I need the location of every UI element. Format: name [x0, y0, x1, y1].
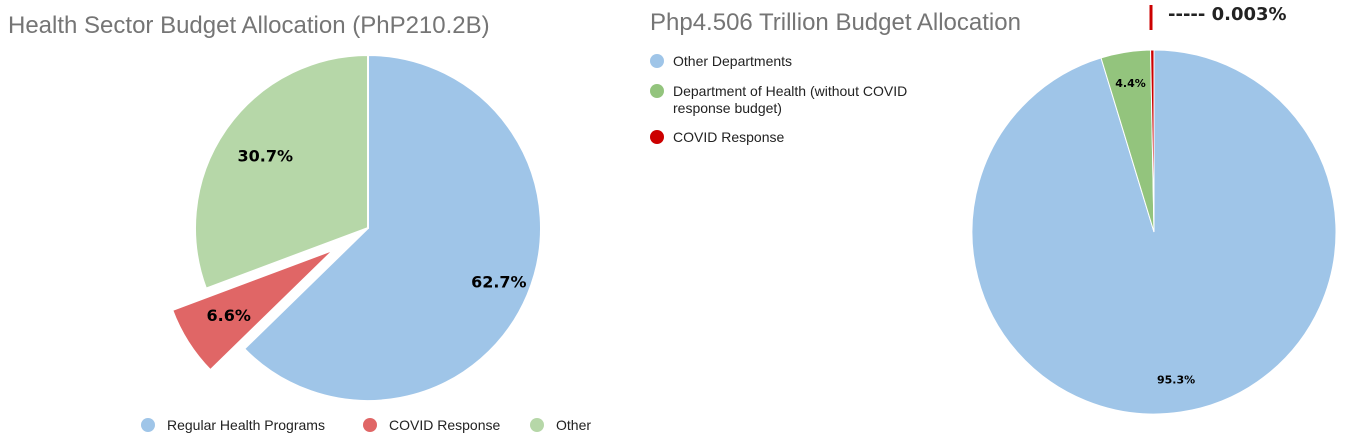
legend-marker-other-departments	[650, 54, 664, 68]
chart2-legend: Other Departments Department of Health (w…	[650, 53, 907, 145]
chart2-title: Php4.506 Trillion Budget Allocation	[650, 9, 1021, 36]
legend-marker-covid-response	[650, 130, 664, 144]
chart1-title: Health Sector Budget Allocation (PhP210.…	[8, 12, 490, 39]
slice-label-other: 30.7%	[238, 146, 294, 165]
slice-label-covid-response: 6.6%	[206, 306, 250, 325]
legend-label-other: Other	[556, 417, 591, 433]
pie-slice-other	[194, 53, 369, 290]
chart2-pie: 95.3% 4.4%	[971, 5, 1337, 415]
pie-slice-covid-response	[170, 248, 335, 372]
chart1-legend: Regular Health Programs COVID Response Oth…	[141, 417, 591, 433]
legend-marker-department-of-health	[650, 84, 664, 98]
legend-label-regular-health-programs: Regular Health Programs	[167, 417, 325, 433]
slice-label-regular-health-programs: 62.7%	[471, 273, 527, 292]
legend-label-department-of-health: Department of Health (without COVID respo…	[673, 83, 907, 116]
legend-marker-covid-response	[363, 418, 377, 432]
slice-label-other-departments: 95.3%	[1157, 373, 1195, 386]
legend-label-other-departments: Other Departments	[673, 53, 792, 69]
pie-slice-regular-health-programs	[242, 53, 542, 402]
health-sector-chart: Health Sector Budget Allocation (PhP210.…	[8, 12, 591, 433]
pie-slice-covid-response	[1150, 49, 1155, 233]
total-budget-chart: Php4.506 Trillion Budget Allocation 95.3…	[650, 4, 1337, 415]
slice-label-department-of-health: 4.4%	[1115, 77, 1146, 90]
legend-marker-regular-health-programs	[141, 418, 155, 432]
legend-marker-other	[530, 418, 544, 432]
legend-label-covid-response: COVID Response	[389, 417, 500, 433]
legend-label-covid-response: COVID Response	[673, 129, 784, 145]
covid-callout-label: ----- 0.003%	[1168, 4, 1287, 25]
chart1-pie: 62.7% 6.6% 30.7%	[170, 53, 542, 402]
